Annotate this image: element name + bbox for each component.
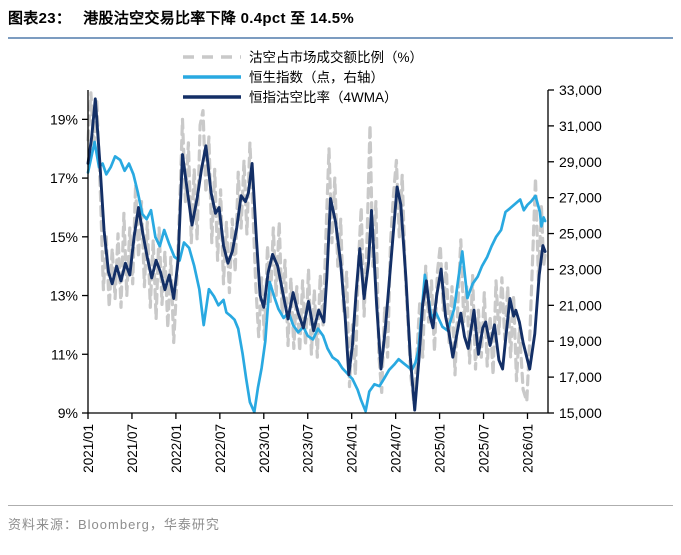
svg-text:11%: 11%	[51, 346, 78, 362]
figure-title: 港股沽空交易比率下降 0.4pct 至 14.5%	[83, 10, 355, 27]
short-selling-ratio-chart: 19% 17% 15% 13% 11% 9% 33,000 31,000 29,000 27,0…	[50, 49, 602, 473]
svg-text:13%: 13%	[50, 288, 78, 304]
source-text: 资料来源：Bloomberg，华泰研究	[8, 517, 220, 532]
svg-text:33,000: 33,000	[559, 82, 602, 98]
figure-number: 图表23：	[8, 10, 72, 27]
legend: 沽空占市场成交额比例（%） 恒生指数（点，右轴） 恒指沽空比率（4WMA）	[183, 49, 423, 105]
svg-text:21,000: 21,000	[559, 297, 602, 313]
svg-text:2022/07: 2022/07	[213, 424, 228, 473]
svg-text:31,000: 31,000	[559, 118, 602, 134]
svg-text:25,000: 25,000	[559, 226, 602, 242]
legend-label-0: 沽空占市场成交额比例（%）	[249, 49, 423, 65]
x-axis-labels: 2021/01 2021/07 2022/01 2022/07 2023/01 2023/…	[81, 424, 535, 473]
series-hang-seng-index	[86, 140, 547, 414]
figure-header: 图表23： 港股沽空交易比率下降 0.4pct 至 14.5%	[8, 7, 673, 39]
svg-text:19,000: 19,000	[559, 333, 602, 349]
svg-text:2026/01: 2026/01	[520, 424, 535, 473]
svg-text:2025/07: 2025/07	[477, 424, 492, 473]
svg-text:2023/01: 2023/01	[257, 424, 272, 473]
svg-text:2021/01: 2021/01	[81, 424, 96, 473]
svg-text:2022/01: 2022/01	[169, 424, 184, 473]
chart-area: 19% 17% 15% 13% 11% 9% 33,000 31,000 29,000 27,0…	[0, 38, 681, 505]
svg-text:2021/07: 2021/07	[125, 424, 140, 473]
legend-label-2: 恒指沽空比率（4WMA）	[249, 89, 398, 105]
legend-label-1: 恒生指数（点，右轴）	[249, 70, 384, 85]
source-footer: 资料来源：Bloomberg，华泰研究	[8, 505, 673, 533]
svg-text:2024/07: 2024/07	[389, 424, 404, 473]
svg-text:2023/07: 2023/07	[301, 424, 316, 473]
data-series	[86, 91, 547, 414]
svg-text:17,000: 17,000	[559, 369, 602, 385]
axes	[82, 89, 554, 419]
svg-text:29,000: 29,000	[559, 154, 602, 170]
series-short-ratio-4wma	[86, 97, 547, 412]
svg-text:19%: 19%	[50, 111, 78, 127]
svg-text:2025/01: 2025/01	[433, 424, 448, 473]
svg-text:9%: 9%	[58, 405, 78, 421]
svg-text:2024/01: 2024/01	[345, 424, 360, 473]
svg-text:17%: 17%	[50, 170, 78, 186]
svg-text:15,000: 15,000	[559, 405, 602, 421]
svg-text:23,000: 23,000	[559, 261, 602, 277]
right-axis-labels: 33,000 31,000 29,000 27,000 25,000 23,000 21,0…	[559, 82, 602, 421]
svg-text:15%: 15%	[50, 229, 78, 245]
series-short-ratio-weekly	[86, 91, 547, 406]
left-axis-labels: 19% 17% 15% 13% 11% 9%	[50, 111, 78, 421]
svg-text:27,000: 27,000	[559, 190, 602, 206]
